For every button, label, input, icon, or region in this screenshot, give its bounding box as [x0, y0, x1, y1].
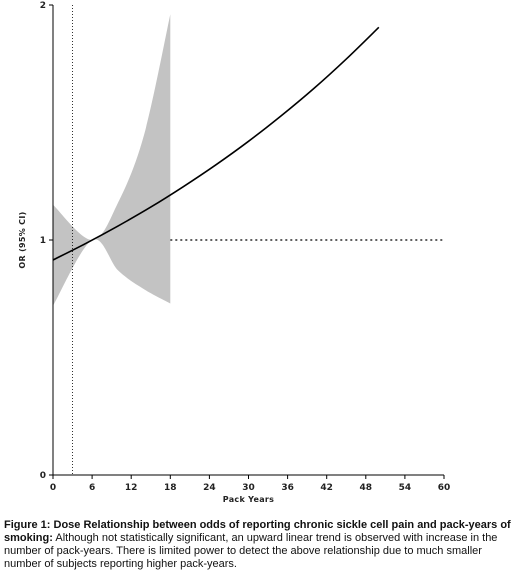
or-line: [52, 26, 380, 261]
caption-title: Figure 1: Dose Relationship between odds…: [4, 519, 511, 544]
ci-band-layer: [53, 14, 171, 306]
caption-body: Although not statistically significant, …: [4, 532, 498, 570]
x-tick-label: 42: [320, 483, 333, 493]
or-line-layer: [52, 26, 380, 261]
y-tick-label: 1: [40, 236, 46, 246]
figure-caption: Figure 1: Dose Relationship between odds…: [4, 519, 516, 571]
y-tick-label: 0: [40, 471, 46, 481]
x-tick-label: 54: [399, 483, 412, 493]
x-tick-label: 12: [125, 483, 138, 493]
y-tick-label: 2: [40, 1, 46, 11]
x-tick-label: 30: [242, 483, 255, 493]
reference-lines-layer: [72, 5, 444, 475]
x-tick-label: 24: [203, 483, 216, 493]
x-tick-label: 60: [438, 483, 451, 493]
x-tick-label: 36: [281, 483, 294, 493]
x-tick-label: 18: [164, 483, 177, 493]
y-axis-title: OR (95% CI): [18, 211, 27, 268]
x-tick-label: 0: [50, 483, 56, 493]
ci-band: [53, 14, 171, 306]
x-axis-title: Pack Years: [223, 495, 274, 504]
x-tick-label: 48: [360, 483, 373, 493]
x-tick-label: 6: [89, 483, 95, 493]
